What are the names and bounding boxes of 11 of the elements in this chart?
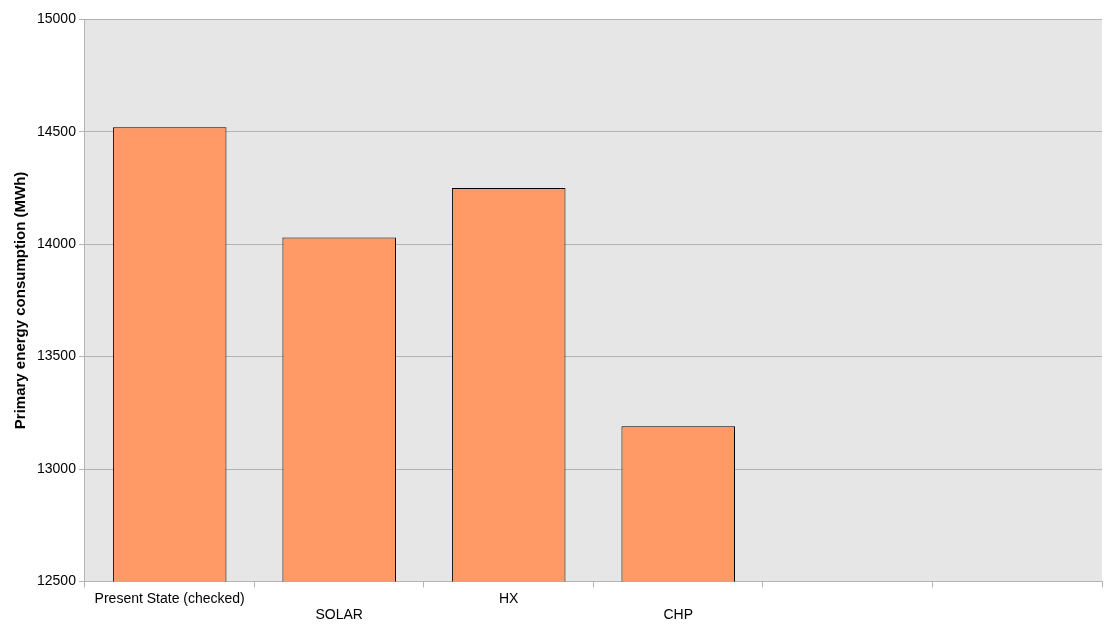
y-tick-label: 13500 [36,347,77,364]
x-tick-label: HX [498,589,520,606]
x-tick-label: Present State (checked) [94,589,245,606]
y-tick-label: 12500 [36,572,77,589]
y-tick-label: 13000 [36,459,77,476]
y-tick-label: 14000 [36,235,77,252]
x-tick-label: CHP [663,606,693,623]
y-tick-label: 14500 [36,122,77,139]
y-tick-label: 15000 [36,10,77,27]
y-axis-title: Primary energy consumption (MWh) [11,171,29,430]
x-tick-label: SOLAR [315,606,363,623]
